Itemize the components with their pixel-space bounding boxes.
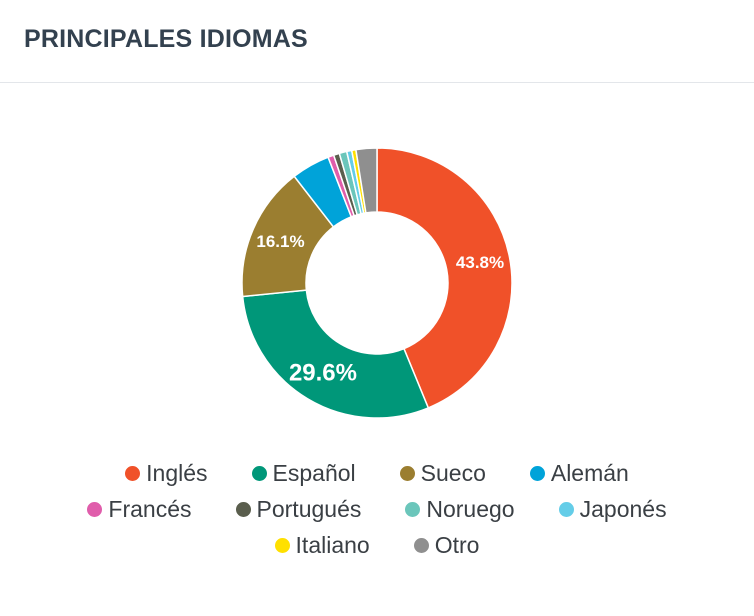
legend-item-aleman[interactable]: Alemán	[529, 459, 629, 487]
donut-chart: 43.8% 29.6% 16.1%	[241, 147, 513, 419]
legend-swatch-icon	[405, 501, 421, 517]
legend-row: Inglés Español Sueco Alemán	[0, 455, 754, 491]
legend-swatch-icon	[274, 537, 290, 553]
legend-label: Portugués	[256, 495, 362, 522]
card-title: PRINCIPALES IDIOMAS	[24, 24, 308, 53]
legend-swatch-icon	[413, 537, 429, 553]
slice-otro[interactable]	[355, 147, 378, 214]
legend-swatch-icon	[235, 501, 251, 517]
legend-swatch-icon	[125, 465, 141, 481]
legend-item-italiano[interactable]: Italiano	[274, 531, 370, 559]
legend-swatch-icon	[399, 465, 415, 481]
slice-label-ingles: 43.8%	[456, 253, 504, 272]
legend-label: Español	[272, 459, 356, 486]
legend-item-sueco[interactable]: Sueco	[399, 459, 486, 487]
chart-legend: Inglés Español Sueco Alemán Francés Portugués…	[0, 455, 754, 563]
legend-label: Sueco	[420, 459, 486, 486]
legend-item-frances[interactable]: Francés	[87, 495, 192, 523]
legend-label: Otro	[434, 531, 480, 558]
slice-label-espanol: 29.6%	[289, 360, 357, 387]
legend-swatch-icon	[558, 501, 574, 517]
legend-item-noruego[interactable]: Noruego	[405, 495, 515, 523]
donut-slices	[241, 147, 513, 419]
legend-swatch-icon	[251, 465, 267, 481]
legend-label: Japonés	[579, 495, 667, 522]
legend-swatch-icon	[529, 465, 545, 481]
legend-label: Noruego	[426, 495, 515, 522]
legend-item-otro[interactable]: Otro	[413, 531, 480, 559]
card-header: PRINCIPALES IDIOMAS	[0, 0, 754, 83]
slice-label-sueco: 16.1%	[256, 232, 304, 251]
donut-slice-labels: 43.8% 29.6% 16.1%	[256, 232, 504, 386]
legend-label: Italiano	[295, 531, 370, 558]
legend-swatch-icon	[87, 501, 103, 517]
legend-item-japones[interactable]: Japonés	[558, 495, 667, 523]
slice-ingles[interactable]	[376, 147, 513, 409]
legend-row: Francés Portugués Noruego Japonés	[0, 491, 754, 527]
legend-item-ingles[interactable]: Inglés	[125, 459, 208, 487]
legend-row: Italiano Otro	[0, 527, 754, 563]
legend-label: Alemán	[550, 459, 629, 486]
legend-label: Francés	[108, 495, 192, 522]
legend-item-espanol[interactable]: Español	[251, 459, 356, 487]
legend-item-portugues[interactable]: Portugués	[235, 495, 362, 523]
slice-espanol[interactable]	[241, 289, 430, 419]
legend-label: Inglés	[146, 459, 208, 486]
